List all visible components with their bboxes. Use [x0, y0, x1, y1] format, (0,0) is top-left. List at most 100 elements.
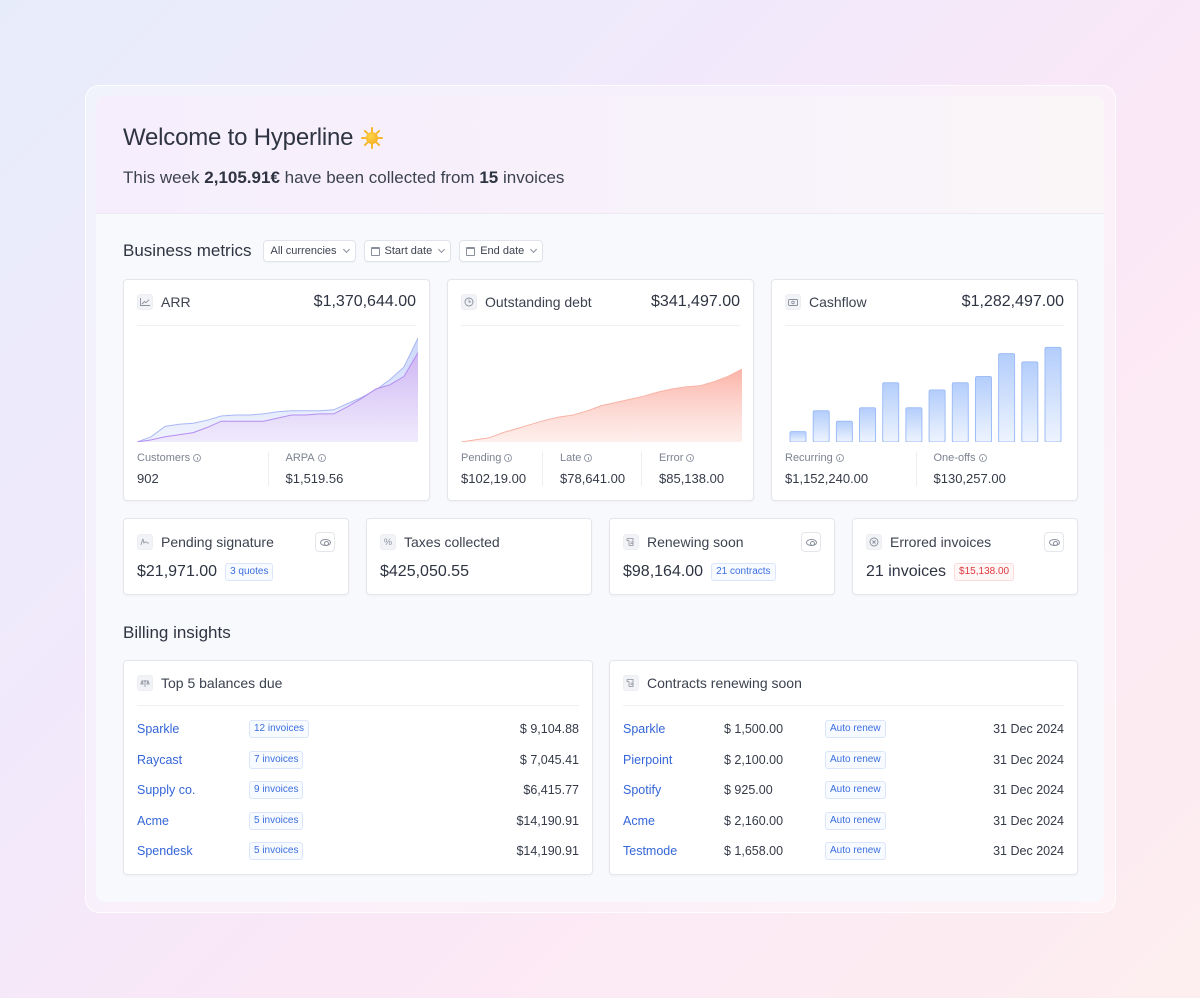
balance-row: Raycast 7 invoices $ 7,045.41 [137, 745, 579, 776]
info-icon[interactable] [686, 454, 695, 462]
balance-amount: $ 9,104.88 [519, 722, 579, 737]
end-date-filter[interactable]: End date [459, 240, 544, 262]
outstanding-debt-card[interactable]: Outstanding debt $341,497.00 Pending $10… [447, 279, 754, 501]
card-amount: $425,050.55 [380, 563, 469, 580]
eye-icon[interactable] [315, 532, 335, 552]
contract-row: Testmode $ 1,658.00 Auto renew 31 Dec 2024 [623, 836, 1064, 867]
info-icon[interactable] [835, 454, 844, 462]
amount-collected: 2,105.91€ [204, 168, 280, 187]
balance-row: Spendesk 5 invoices $14,190.91 [137, 836, 579, 867]
balance-row: Sparkle 12 invoices $ 9,104.88 [137, 714, 579, 745]
trend-chart-icon [137, 294, 153, 310]
customer-link[interactable]: Testmode [623, 844, 678, 859]
errored-invoices-card[interactable]: Errored invoices 21 invoices $15,138.00 [852, 518, 1078, 595]
card-label: Renewing soon [647, 534, 744, 550]
info-icon[interactable] [317, 454, 326, 462]
dashboard-panel: Welcome to Hyperline This week 2,105.91€… [96, 96, 1104, 902]
cashflow-bar [789, 431, 807, 442]
contract-amount: $ 925.00 [724, 783, 773, 798]
renewal-date: 31 Dec 2024 [993, 813, 1064, 828]
balance-amount: $14,190.91 [516, 813, 579, 828]
arr-area-chart [137, 337, 418, 442]
currency-filter[interactable]: All currencies [263, 240, 356, 262]
invoices-badge[interactable]: 9 invoices [249, 781, 304, 800]
info-icon[interactable] [584, 454, 593, 462]
debt-area-chart [461, 368, 742, 442]
customer-link[interactable]: Acme [137, 813, 169, 828]
cashflow-bar [1044, 346, 1062, 442]
balance-row: Supply co. 9 invoices $6,415.77 [137, 775, 579, 806]
card-amount: $21,971.00 [137, 563, 218, 580]
invoices-badge[interactable]: 5 invoices [249, 811, 304, 830]
quotes-badge[interactable]: 3 quotes [225, 563, 274, 581]
invoices-badge[interactable]: 7 invoices [249, 750, 304, 769]
contract-amount: $ 2,160.00 [724, 813, 784, 828]
chevron-down-icon [342, 245, 350, 254]
info-icon[interactable] [978, 454, 987, 462]
customer-link[interactable]: Supply co. [137, 783, 196, 798]
scale-icon [137, 675, 153, 691]
invoices-badge[interactable]: 5 invoices [249, 842, 304, 861]
card-label: Errored invoices [890, 534, 992, 550]
contract-row: Spotify $ 925.00 Auto renew 31 Dec 2024 [623, 775, 1064, 806]
customer-link[interactable]: Spotify [623, 783, 662, 798]
card-label: ARR [161, 294, 191, 310]
cashflow-bar [812, 410, 830, 442]
eye-icon[interactable] [801, 532, 821, 552]
card-value: $1,370,644.00 [313, 293, 416, 310]
stat-one-offs: One-offs $130,257.00 [915, 452, 1065, 486]
renewing-soon-card[interactable]: Renewing soon $98,164.00 21 contracts [609, 518, 835, 595]
start-date-filter[interactable]: Start date [363, 240, 452, 262]
cashflow-bar [975, 376, 992, 442]
cashflow-card[interactable]: Cashflow $1,282,497.00 Recurring $1,152,… [771, 279, 1078, 501]
info-icon[interactable] [193, 454, 202, 462]
card-label: Pending signature [161, 534, 274, 550]
cashflow-bar [998, 353, 1016, 442]
calendar-icon [466, 246, 476, 256]
invoice-count: 15 [479, 168, 499, 187]
pending-signature-card[interactable]: Pending signature $21,971.00 3 quotes [123, 518, 349, 595]
signature-icon [137, 534, 153, 550]
title-text: Welcome to Hyperline [123, 124, 354, 151]
customer-link[interactable]: Pierpoint [623, 752, 673, 767]
customer-link[interactable]: Sparkle [137, 722, 180, 737]
cashflow-bar [951, 382, 969, 442]
stat-pending: Pending $102,19.00 [461, 452, 527, 486]
contract-amount: $ 2,100.00 [724, 752, 784, 767]
balance-amount: $14,190.91 [516, 844, 579, 859]
customer-link[interactable]: Spendesk [137, 844, 193, 859]
contract-row: Sparkle $ 1,500.00 Auto renew 31 Dec 2024 [623, 714, 1064, 745]
cashflow-bar [835, 420, 853, 442]
customer-link[interactable]: Acme [623, 813, 655, 828]
banknote-icon [785, 294, 801, 310]
renewal-date: 31 Dec 2024 [993, 722, 1064, 737]
contract-amount: $ 1,658.00 [724, 844, 784, 859]
customer-link[interactable]: Raycast [137, 752, 183, 767]
weekly-summary: This week 2,105.91€ have been collected … [123, 168, 565, 187]
balance-amount: $ 7,045.41 [519, 752, 579, 767]
card-title: Contracts renewing soon [647, 675, 802, 691]
arr-card[interactable]: ARR $1,370,644.00 Customers 902 ARPA $1,… [123, 279, 430, 501]
card-amount: 21 invoices [866, 563, 947, 580]
invoices-badge[interactable]: 12 invoices [249, 720, 310, 739]
auto-renew-badge: Auto renew [825, 811, 886, 830]
section-title: Business metrics [123, 241, 252, 260]
top-balances-card: Top 5 balances due Sparkle 12 invoices $ 9… [123, 660, 593, 875]
card-value: $341,497.00 [651, 293, 740, 310]
info-icon[interactable] [504, 454, 513, 462]
welcome-header: Welcome to Hyperline This week 2,105.91€… [96, 96, 1104, 214]
stat-customers: Customers 902 [137, 452, 268, 486]
auto-renew-badge: Auto renew [825, 750, 886, 769]
contract-amount: $ 1,500.00 [724, 722, 784, 737]
contracts-badge[interactable]: 21 contracts [711, 563, 776, 581]
eye-icon[interactable] [1044, 532, 1064, 552]
stat-recurring: Recurring $1,152,240.00 [785, 452, 869, 486]
contracts-renewing-card: Contracts renewing soon Sparkle $ 1,500.0… [609, 660, 1078, 875]
error-amount-badge[interactable]: $15,138.00 [954, 563, 1015, 581]
cashflow-bar [882, 382, 900, 442]
taxes-collected-card[interactable]: % Taxes collected $425,050.55 [366, 518, 592, 595]
cashflow-bar [859, 407, 876, 442]
sun-icon [361, 127, 384, 149]
customer-link[interactable]: Sparkle [623, 722, 666, 737]
balance-amount: $6,415.77 [523, 783, 579, 798]
